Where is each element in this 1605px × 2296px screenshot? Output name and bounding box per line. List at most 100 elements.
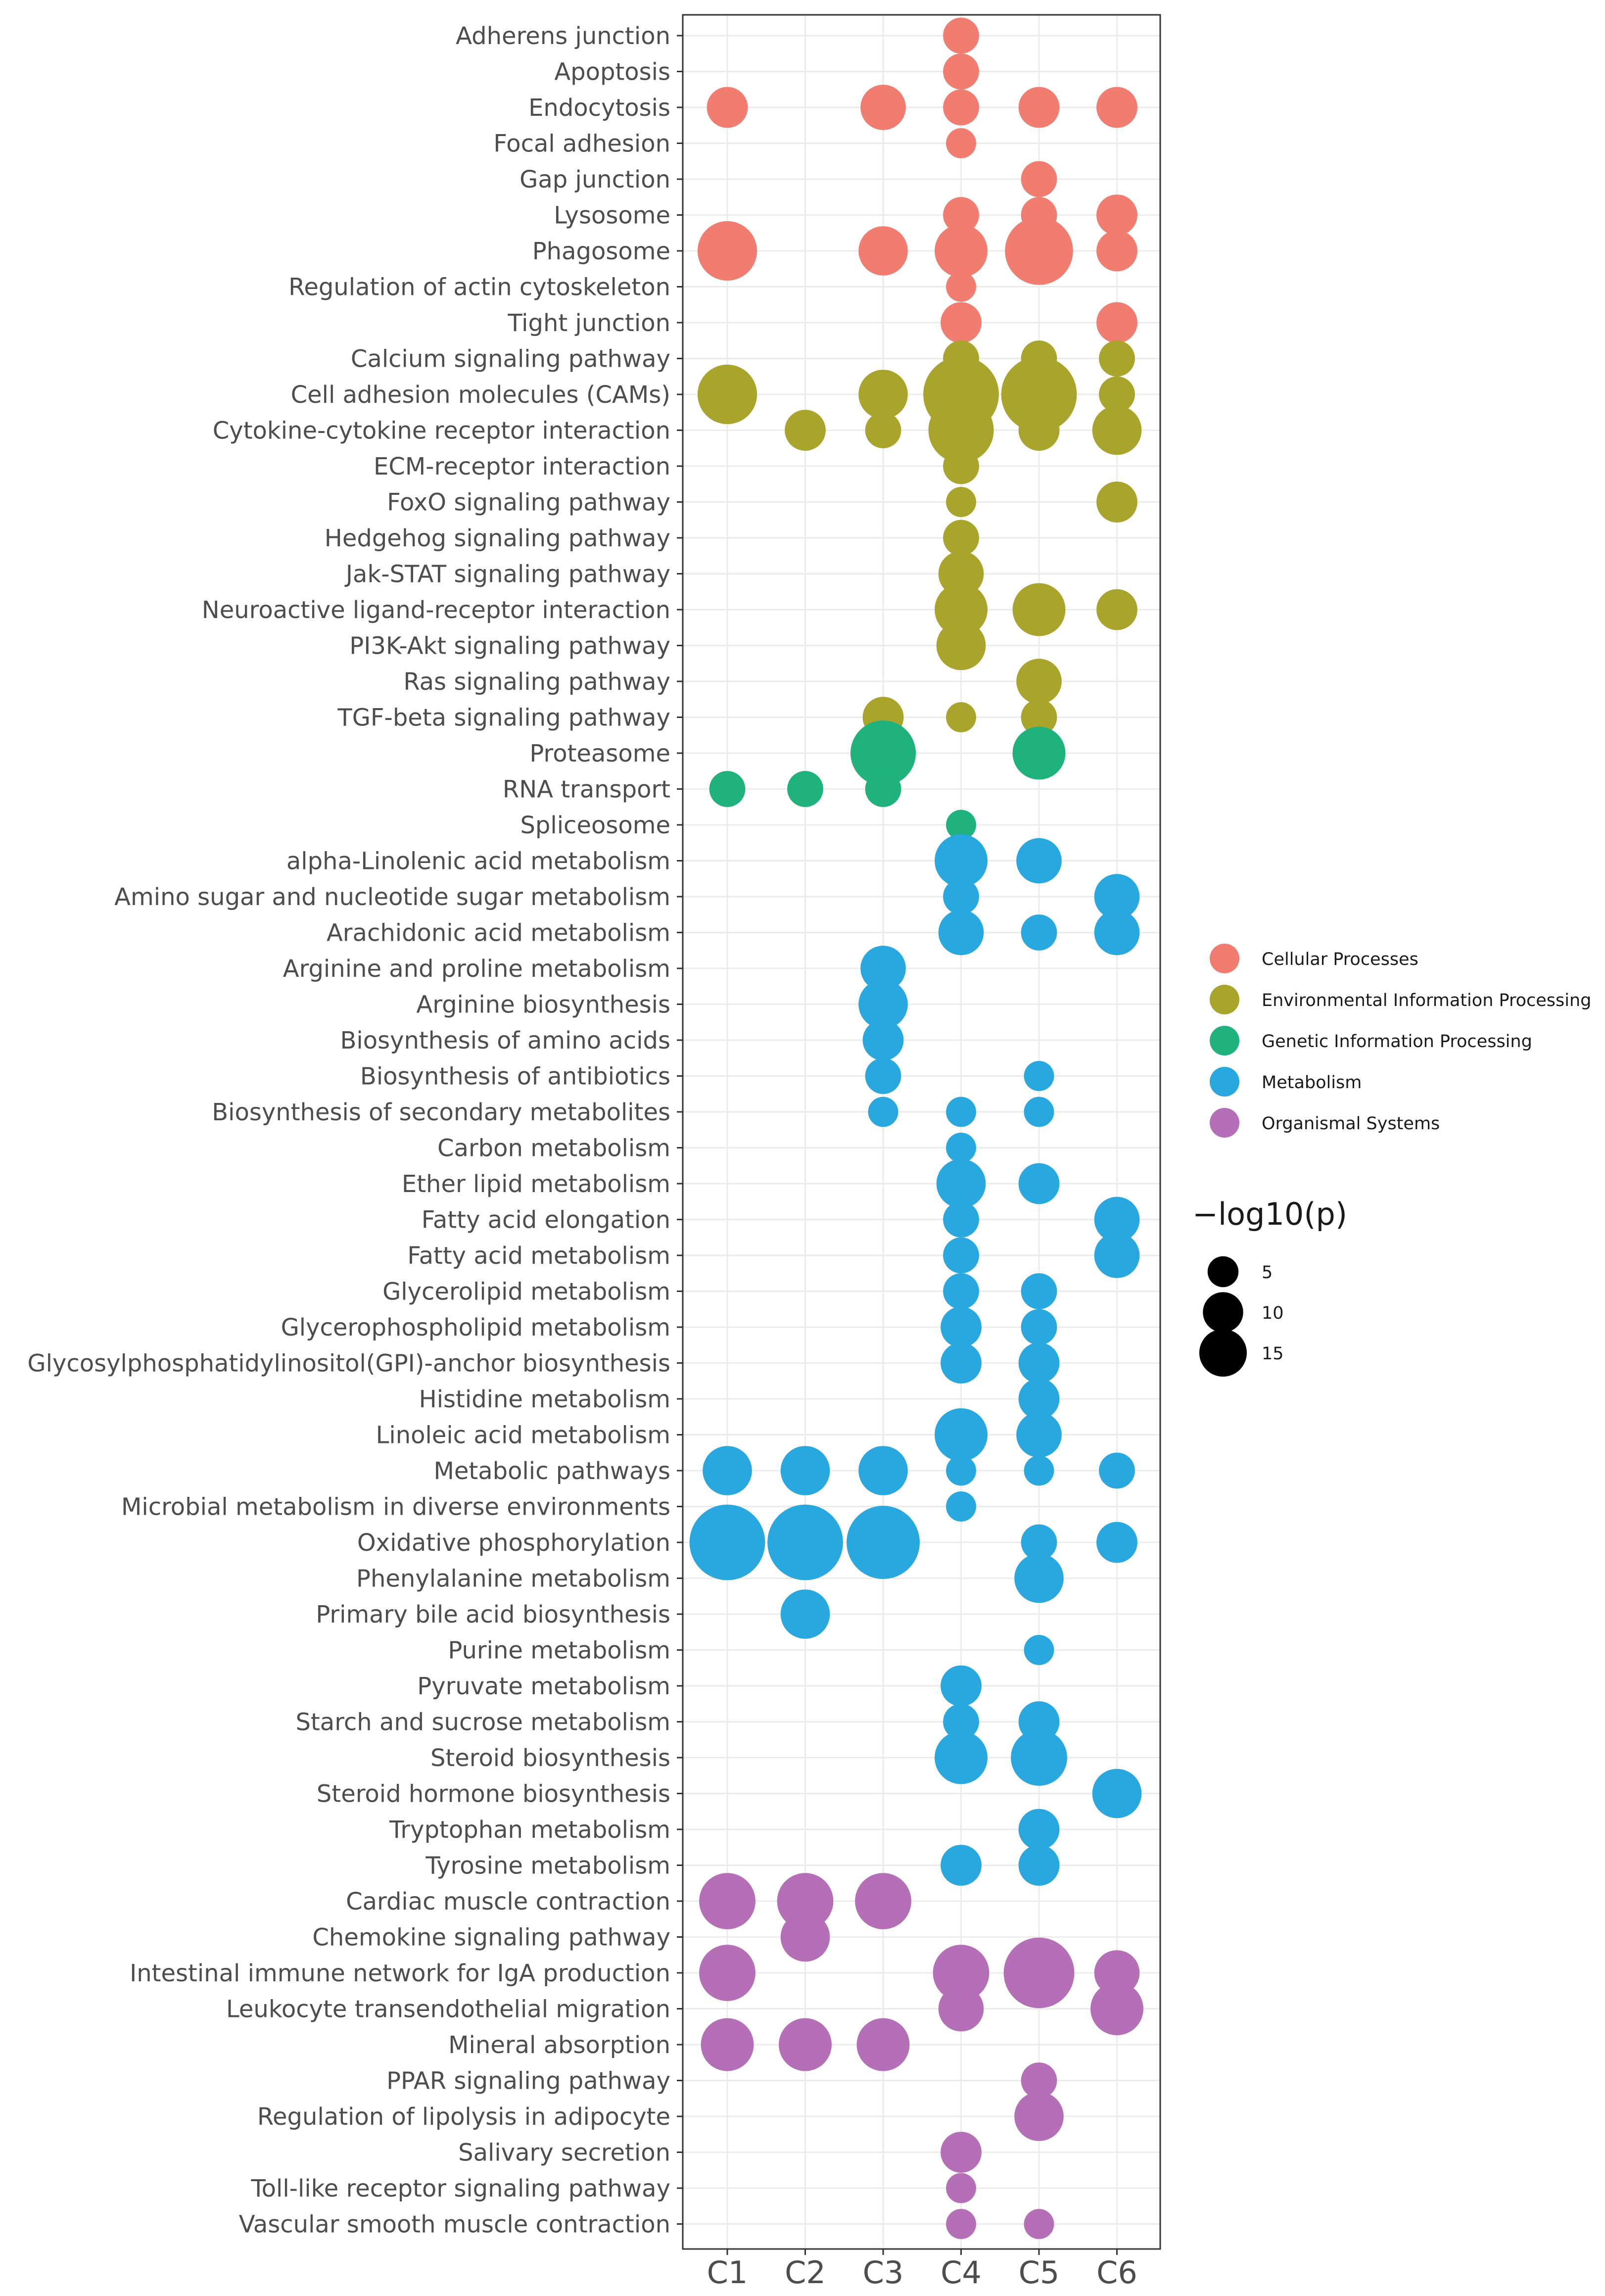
data-point bbox=[785, 410, 826, 451]
size-legend-title: −log10(p) bbox=[1192, 1196, 1347, 1232]
data-point bbox=[941, 302, 982, 343]
data-point bbox=[780, 1589, 830, 1639]
data-point bbox=[855, 1873, 911, 1929]
data-point bbox=[1005, 217, 1073, 285]
data-point bbox=[707, 87, 748, 128]
data-point bbox=[1018, 410, 1060, 451]
y-tick-label: Purine metabolism bbox=[448, 1637, 670, 1665]
y-tick-label: Lysosome bbox=[554, 202, 670, 230]
y-tick-label: Tyrosine metabolism bbox=[425, 1852, 670, 1880]
y-tick-label: Salivary secretion bbox=[458, 2139, 670, 2167]
data-point bbox=[699, 1945, 755, 2001]
data-point bbox=[1014, 2092, 1064, 2141]
data-point bbox=[943, 17, 979, 54]
data-point bbox=[946, 128, 976, 158]
y-tick-label: Ether lipid metabolism bbox=[402, 1170, 670, 1198]
data-point bbox=[946, 1455, 976, 1486]
y-tick-label: Vascular smooth muscle contraction bbox=[239, 2211, 670, 2239]
y-tick-label: Fatty acid metabolism bbox=[407, 1242, 670, 1270]
data-point bbox=[767, 1504, 843, 1580]
data-point bbox=[938, 909, 984, 956]
y-tick-label: FoxO signaling pathway bbox=[387, 489, 670, 517]
y-tick-label: Focal adhesion bbox=[493, 130, 670, 158]
y-axis-labels: Adherens junction Apoptosis Endocytosis Foc… bbox=[27, 22, 683, 2239]
data-point bbox=[1018, 1809, 1060, 1850]
y-tick-label: Glycerolipid metabolism bbox=[382, 1278, 670, 1306]
y-tick-label: Fatty acid elongation bbox=[422, 1206, 670, 1234]
y-tick-label: Microbial metabolism in diverse environm… bbox=[121, 1493, 670, 1521]
y-tick-label: Mineral absorption bbox=[448, 2031, 670, 2059]
data-point bbox=[943, 1201, 979, 1238]
data-point bbox=[935, 224, 988, 278]
y-tick-label: Neuroactive ligand-receptor interaction bbox=[202, 596, 670, 624]
data-point bbox=[865, 771, 901, 807]
data-point bbox=[1024, 1635, 1054, 1665]
data-point bbox=[858, 226, 908, 276]
data-point bbox=[1021, 1524, 1057, 1561]
data-point bbox=[1099, 340, 1135, 377]
data-point bbox=[1018, 1163, 1060, 1204]
data-point bbox=[941, 2132, 982, 2173]
legend-size-key bbox=[1199, 1329, 1247, 1377]
data-point bbox=[1021, 914, 1057, 951]
data-point bbox=[1011, 1729, 1067, 1786]
data-point bbox=[858, 1446, 908, 1495]
data-point bbox=[946, 1097, 976, 1127]
legend-color-key bbox=[1210, 944, 1239, 973]
data-point bbox=[1001, 356, 1077, 432]
y-tick-label: Histidine metabolism bbox=[419, 1386, 670, 1413]
data-point bbox=[1016, 838, 1062, 884]
legend-color-key bbox=[1210, 1108, 1239, 1138]
data-point bbox=[936, 1159, 986, 1208]
data-point bbox=[1096, 302, 1137, 343]
y-tick-label: Metabolic pathways bbox=[433, 1457, 670, 1485]
y-tick-label: Adherens junction bbox=[456, 22, 670, 50]
data-point bbox=[941, 1665, 982, 1707]
data-point bbox=[1094, 874, 1140, 919]
y-tick-label: Gap junction bbox=[519, 166, 670, 193]
x-tick-label: C4 bbox=[941, 2254, 982, 2291]
y-tick-label: Toll-like receptor signaling pathway bbox=[250, 2175, 670, 2202]
y-tick-label: Jak-STAT signaling pathway bbox=[344, 561, 670, 588]
y-tick-label: Biosynthesis of secondary metabolites bbox=[212, 1099, 670, 1126]
data-point bbox=[946, 2173, 976, 2203]
data-point bbox=[941, 1342, 982, 1384]
data-point bbox=[860, 946, 906, 991]
data-point bbox=[847, 1506, 920, 1579]
y-tick-label: Endocytosis bbox=[528, 94, 670, 122]
data-point bbox=[943, 1704, 979, 1740]
data-point bbox=[868, 1097, 898, 1127]
data-point bbox=[780, 1446, 830, 1495]
size-legend: 5 10 15 bbox=[1199, 1256, 1284, 1377]
legend: Cellular Processes Environmental Informat… bbox=[1192, 944, 1591, 1377]
data-point bbox=[943, 89, 979, 126]
data-point bbox=[941, 1845, 982, 1886]
y-tick-label: Arginine biosynthesis bbox=[416, 991, 670, 1019]
legend-color-key bbox=[1210, 1067, 1239, 1097]
data-point bbox=[935, 1731, 988, 1784]
y-tick-label: Hedgehog signaling pathway bbox=[325, 525, 670, 552]
data-point bbox=[1016, 1412, 1062, 1458]
y-tick-label: Biosynthesis of amino acids bbox=[340, 1027, 670, 1054]
data-point bbox=[703, 1446, 752, 1495]
legend-color-label: Cellular Processes bbox=[1262, 950, 1418, 969]
data-point bbox=[697, 364, 757, 425]
data-point bbox=[1003, 1937, 1075, 2009]
y-tick-label: Spliceosome bbox=[520, 812, 670, 839]
data-point bbox=[946, 1491, 976, 1522]
y-tick-label: Cell adhesion molecules (CAMs) bbox=[291, 381, 670, 409]
y-tick-label: Pyruvate metabolism bbox=[417, 1673, 670, 1700]
plot-panel-border bbox=[682, 14, 1161, 2250]
legend-size-key bbox=[1203, 1292, 1243, 1333]
data-point bbox=[935, 583, 988, 636]
data-point bbox=[856, 2018, 910, 2071]
legend-size-key bbox=[1207, 1256, 1239, 1288]
data-point bbox=[701, 2018, 754, 2071]
data-point bbox=[862, 1019, 904, 1061]
data-point bbox=[1018, 87, 1060, 128]
y-tick-label: Ras signaling pathway bbox=[403, 668, 670, 696]
y-tick-label: Chemokine signaling pathway bbox=[312, 1924, 670, 1952]
y-tick-label: Calcium signaling pathway bbox=[351, 345, 670, 373]
data-point bbox=[1096, 481, 1137, 523]
